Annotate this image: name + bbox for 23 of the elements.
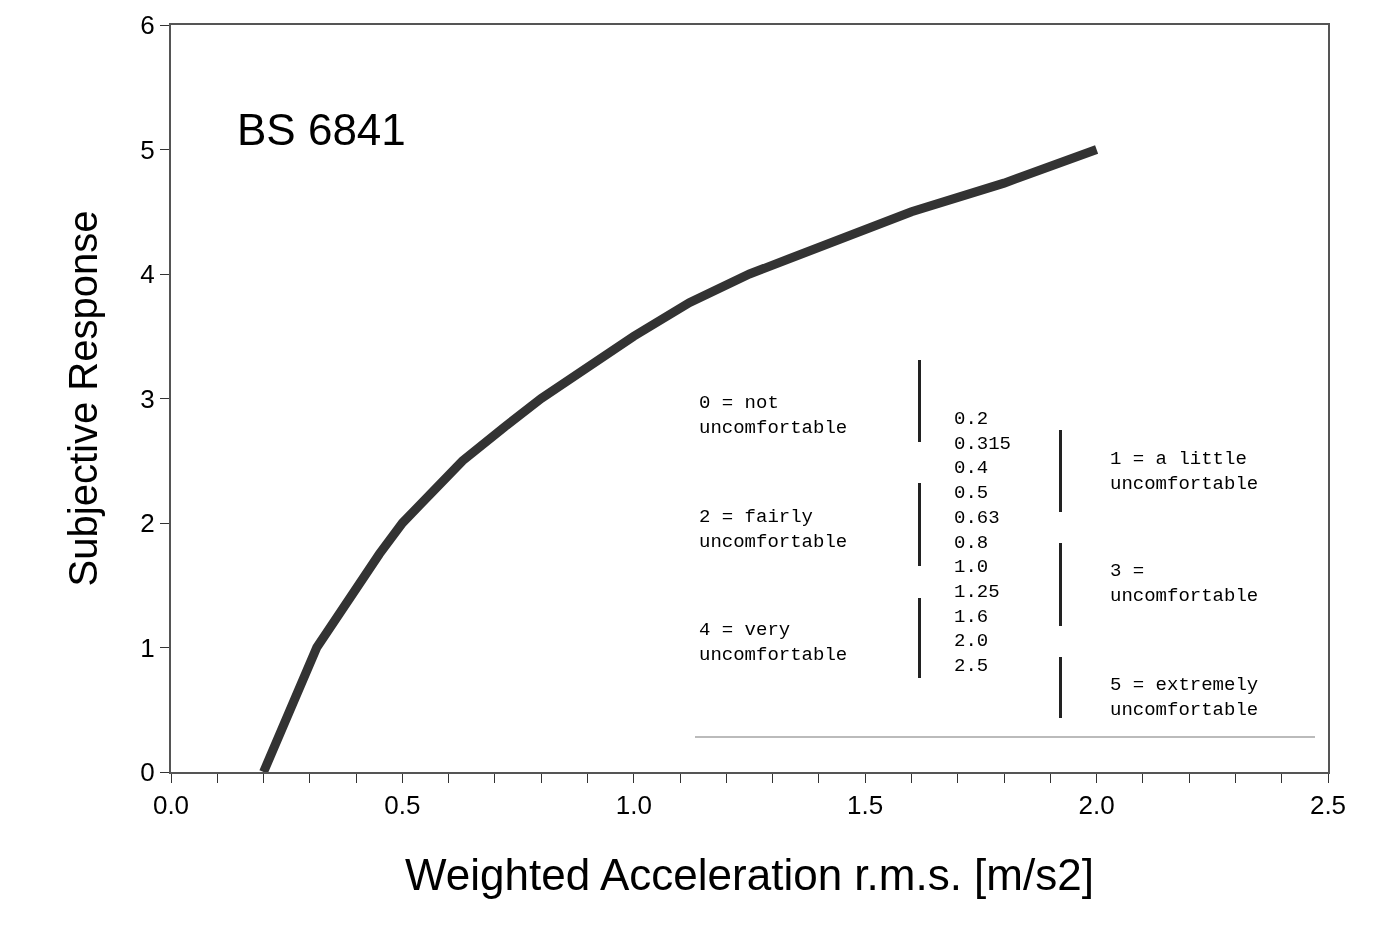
y-tick-label: 6: [140, 10, 155, 41]
y-axis-title: Subjective Response: [61, 210, 106, 587]
annotation: 1 = a little uncomfortable: [1110, 448, 1259, 495]
annotation: 3 = uncomfortable: [1110, 560, 1259, 607]
y-tick-label: 4: [140, 259, 155, 290]
y-tick-label: 2: [140, 508, 155, 539]
y-tick-label: 3: [140, 383, 155, 414]
annotation: 4 = very uncomfortable: [699, 619, 848, 666]
x-tick-label: 1.5: [847, 790, 884, 821]
x-tick-label: 1.0: [615, 790, 652, 821]
y-tick-label: 5: [140, 134, 155, 165]
x-tick-label: 2.0: [1078, 790, 1115, 821]
annotation: 0 = not uncomfortable: [699, 392, 848, 439]
text: 0.2 0.315 0.4 0.5 0.63 0.8 1.0 1.25 1.6 2.0 2.5: [954, 408, 1012, 677]
x-axis-title: Weighted Acceleration r.m.s. [m/s2]: [405, 850, 1094, 899]
annotation: 2 = fairly uncomfortable: [699, 506, 848, 553]
annotation: BS 6841: [237, 105, 406, 154]
x-tick-label: 2.5: [1309, 790, 1347, 821]
y-tick-label: 1: [140, 632, 155, 663]
x-tick-label: 0.0: [152, 790, 190, 821]
y-tick-label: 0: [140, 757, 155, 788]
annotation: 5 = extremely uncomfortable: [1110, 674, 1259, 721]
x-tick-label: 0.5: [384, 790, 421, 821]
